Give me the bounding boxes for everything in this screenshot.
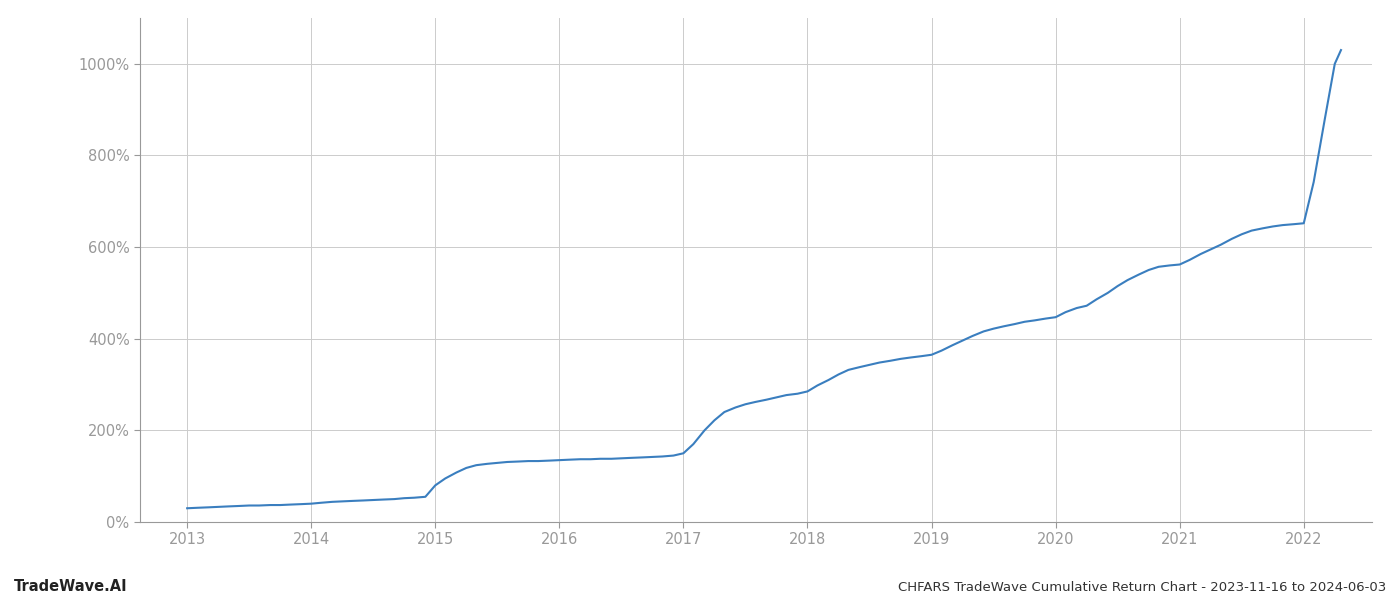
Text: TradeWave.AI: TradeWave.AI xyxy=(14,579,127,594)
Text: CHFARS TradeWave Cumulative Return Chart - 2023-11-16 to 2024-06-03: CHFARS TradeWave Cumulative Return Chart… xyxy=(897,581,1386,594)
